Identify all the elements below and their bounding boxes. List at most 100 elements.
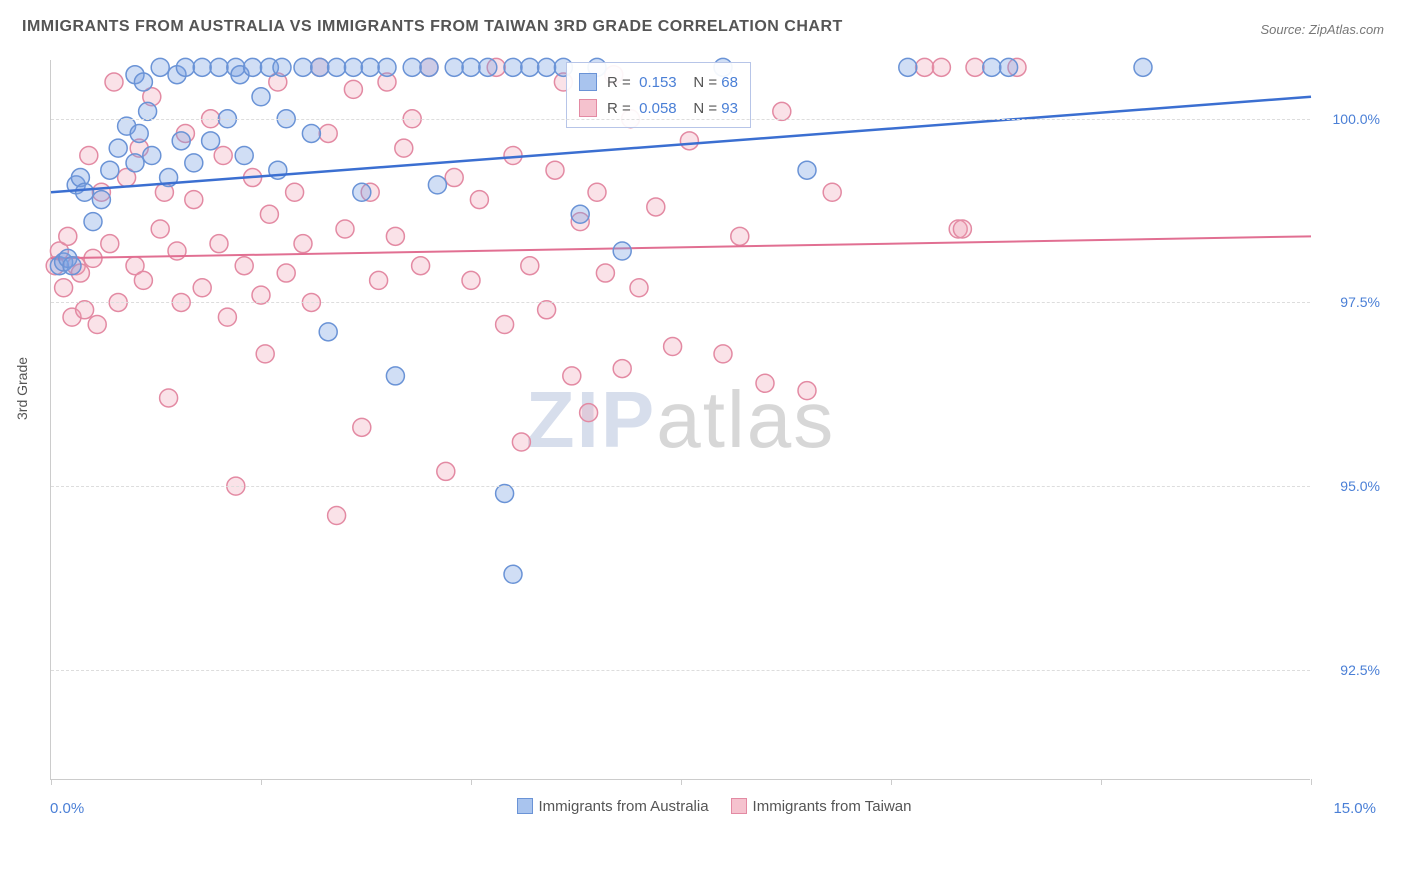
- point-australia: [244, 58, 262, 76]
- point-australia: [311, 58, 329, 76]
- stat-swatch: [579, 73, 597, 91]
- y-axis-label: 3rd Grade: [14, 357, 30, 420]
- point-taiwan: [588, 183, 606, 201]
- x-tick: [681, 779, 682, 785]
- point-taiwan: [664, 338, 682, 356]
- point-taiwan: [470, 191, 488, 209]
- point-australia: [1000, 58, 1018, 76]
- point-australia: [172, 132, 190, 150]
- point-taiwan: [252, 286, 270, 304]
- point-taiwan: [680, 132, 698, 150]
- point-taiwan: [76, 301, 94, 319]
- point-taiwan: [823, 183, 841, 201]
- gridline: [51, 302, 1310, 303]
- point-australia: [496, 484, 514, 502]
- point-taiwan: [731, 227, 749, 245]
- point-taiwan: [286, 183, 304, 201]
- point-australia: [134, 73, 152, 91]
- point-taiwan: [193, 279, 211, 297]
- point-australia: [319, 323, 337, 341]
- y-tick-label: 95.0%: [1320, 478, 1380, 494]
- point-taiwan: [412, 257, 430, 275]
- point-taiwan: [496, 315, 514, 333]
- plot-area: ZIPatlas R = 0.153 N = 68R = 0.058 N = 9…: [50, 60, 1310, 780]
- point-australia: [273, 58, 291, 76]
- point-taiwan: [328, 507, 346, 525]
- point-taiwan: [521, 257, 539, 275]
- point-australia: [294, 58, 312, 76]
- point-australia: [252, 88, 270, 106]
- point-taiwan: [798, 382, 816, 400]
- point-taiwan: [260, 205, 278, 223]
- point-taiwan: [168, 242, 186, 260]
- point-taiwan: [462, 271, 480, 289]
- point-taiwan: [256, 345, 274, 363]
- point-taiwan: [966, 58, 984, 76]
- point-australia: [504, 58, 522, 76]
- legend-swatch: [731, 798, 747, 814]
- point-australia: [84, 213, 102, 231]
- point-australia: [445, 58, 463, 76]
- x-tick: [1101, 779, 1102, 785]
- legend-swatch: [517, 798, 533, 814]
- point-australia: [109, 139, 127, 157]
- point-taiwan: [210, 235, 228, 253]
- point-australia: [176, 58, 194, 76]
- point-australia: [151, 58, 169, 76]
- stat-text: R = 0.153 N = 68: [607, 74, 738, 91]
- point-taiwan: [235, 257, 253, 275]
- point-australia: [571, 205, 589, 223]
- point-taiwan: [932, 58, 950, 76]
- point-taiwan: [546, 161, 564, 179]
- point-taiwan: [80, 147, 98, 165]
- point-australia: [521, 58, 539, 76]
- point-australia: [428, 176, 446, 194]
- gridline: [51, 486, 1310, 487]
- point-australia: [139, 102, 157, 120]
- point-australia: [353, 183, 371, 201]
- legend-label: Immigrants from Australia: [539, 798, 709, 815]
- point-australia: [210, 58, 228, 76]
- source-caption: Source: ZipAtlas.com: [1260, 22, 1384, 37]
- point-australia: [504, 565, 522, 583]
- point-taiwan: [512, 433, 530, 451]
- gridline: [51, 670, 1310, 671]
- point-australia: [361, 58, 379, 76]
- x-tick: [51, 779, 52, 785]
- point-taiwan: [55, 279, 73, 297]
- point-taiwan: [445, 169, 463, 187]
- point-taiwan: [756, 374, 774, 392]
- chart-svg: [51, 60, 1310, 779]
- point-australia: [63, 257, 81, 275]
- x-tick: [261, 779, 262, 785]
- point-australia: [344, 58, 362, 76]
- regression-line-taiwan: [51, 236, 1311, 258]
- point-taiwan: [214, 147, 232, 165]
- legend-label: Immigrants from Taiwan: [753, 798, 912, 815]
- point-australia: [328, 58, 346, 76]
- x-tick: [471, 779, 472, 785]
- point-australia: [302, 124, 320, 142]
- point-australia: [92, 191, 110, 209]
- point-australia: [126, 154, 144, 172]
- point-taiwan: [336, 220, 354, 238]
- point-australia: [202, 132, 220, 150]
- x-tick: [1311, 779, 1312, 785]
- point-australia: [479, 58, 497, 76]
- point-australia: [420, 58, 438, 76]
- point-australia: [76, 183, 94, 201]
- point-australia: [983, 58, 1001, 76]
- point-australia: [378, 58, 396, 76]
- point-taiwan: [88, 315, 106, 333]
- point-australia: [386, 367, 404, 385]
- point-taiwan: [277, 264, 295, 282]
- point-taiwan: [218, 308, 236, 326]
- point-australia: [185, 154, 203, 172]
- x-tick: [891, 779, 892, 785]
- point-australia: [613, 242, 631, 260]
- point-australia: [899, 58, 917, 76]
- y-tick-label: 100.0%: [1320, 111, 1380, 127]
- point-australia: [403, 58, 421, 76]
- point-taiwan: [344, 80, 362, 98]
- point-taiwan: [437, 462, 455, 480]
